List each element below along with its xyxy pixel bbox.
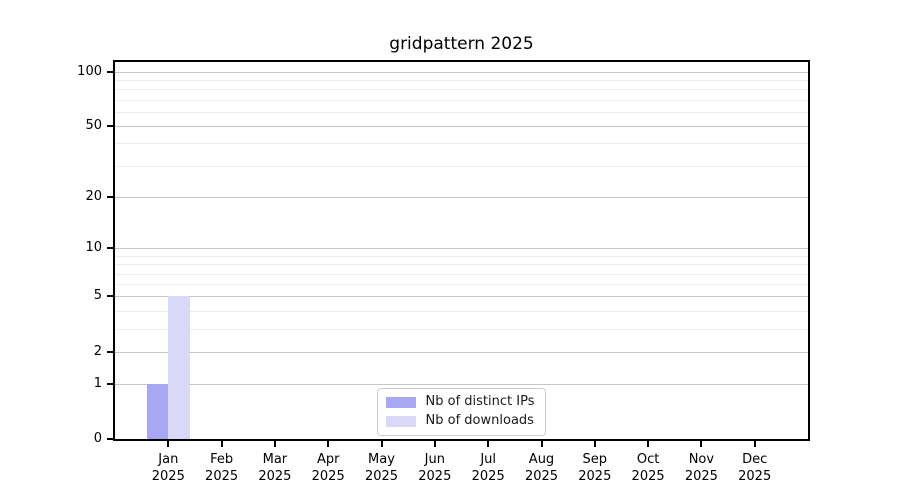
y-axis-tick — [107, 70, 113, 73]
gridline-major — [115, 296, 808, 298]
x-axis-tick — [540, 441, 543, 447]
x-axis-tick — [487, 441, 490, 447]
legend-label-downloads: Nb of downloads — [425, 413, 534, 428]
x-tick-label: Jun 2025 — [418, 452, 452, 484]
gridline-major — [115, 71, 808, 73]
chart-title: gridpattern 2025 — [389, 34, 534, 54]
gridline-major — [115, 383, 808, 385]
y-axis-tick — [107, 247, 113, 250]
x-tick-label: Feb 2025 — [205, 452, 239, 484]
gridline-minor — [115, 264, 808, 266]
x-tick-label: Jul 2025 — [471, 452, 505, 484]
gridline-minor — [115, 143, 808, 145]
y-tick-label: 10 — [85, 240, 102, 256]
x-axis-tick — [700, 441, 703, 447]
gridline-minor — [115, 328, 808, 330]
gridline-minor — [115, 255, 808, 257]
gridline-major — [115, 196, 808, 198]
x-tick-label: Nov 2025 — [684, 452, 718, 484]
y-tick-label: 5 — [93, 288, 102, 304]
plot-area: Nb of distinct IPs Nb of downloads 0 1 2 5 1… — [77, 60, 810, 484]
x-axis-tick — [433, 441, 436, 447]
gridline-major — [115, 248, 808, 250]
x-axis-tick — [593, 441, 596, 447]
x-tick-label: Oct 2025 — [631, 452, 665, 484]
gridline-minor — [115, 310, 808, 312]
y-tick-label: 100 — [77, 63, 102, 79]
x-tick-label: Mar 2025 — [258, 452, 292, 484]
y-axis-tick — [107, 350, 113, 353]
gridline-minor — [115, 89, 808, 91]
y-tick-label: 50 — [85, 118, 102, 133]
x-axis-tick — [273, 441, 276, 447]
gridline-major — [115, 351, 808, 353]
x-axis-tick — [380, 441, 383, 447]
x-tick-label: Apr 2025 — [311, 452, 345, 484]
y-axis-tick — [107, 295, 113, 298]
legend-swatch-downloads — [385, 415, 416, 427]
x-tick-label: Sep 2025 — [578, 452, 612, 484]
y-axis-tick — [107, 382, 113, 385]
y-tick-label: 2 — [93, 343, 102, 359]
y-axis-tick — [107, 438, 113, 440]
x-tick-label: Jan 2025 — [151, 452, 185, 484]
x-axis-tick — [327, 441, 330, 447]
y-axis-tick — [107, 195, 113, 198]
x-axis-tick — [647, 441, 650, 447]
y-tick-label: 0 — [93, 431, 102, 446]
x-tick-label: Aug 2025 — [524, 452, 559, 484]
legend: Nb of distinct IPs Nb of downloads — [376, 388, 547, 436]
gridline-minor — [115, 284, 808, 286]
gridline-minor — [115, 111, 808, 113]
x-axis-tick — [167, 441, 170, 447]
legend-swatch-distinct-ips — [385, 396, 416, 408]
x-tick-label: Dec 2025 — [738, 452, 772, 484]
x-axis-tick — [753, 441, 756, 447]
gridline-minor — [115, 79, 808, 81]
legend-label-distinct-ips: Nb of distinct IPs — [425, 394, 535, 409]
y-tick-label: 20 — [85, 188, 102, 204]
bar-jan-series1 — [168, 296, 190, 439]
gridline-major — [115, 126, 808, 127]
x-tick-label: May 2025 — [364, 452, 399, 484]
y-axis-tick — [107, 125, 113, 127]
legend-item-distinct-ips: Nb of distinct IPs — [385, 394, 535, 410]
gridline-minor — [115, 273, 808, 275]
legend-item-downloads: Nb of downloads — [385, 413, 535, 429]
gridline-minor — [115, 165, 808, 167]
bar-jan-series0 — [147, 383, 169, 439]
x-axis-tick — [220, 441, 223, 447]
gridline-minor — [115, 99, 808, 101]
y-tick-label: 1 — [93, 375, 102, 391]
